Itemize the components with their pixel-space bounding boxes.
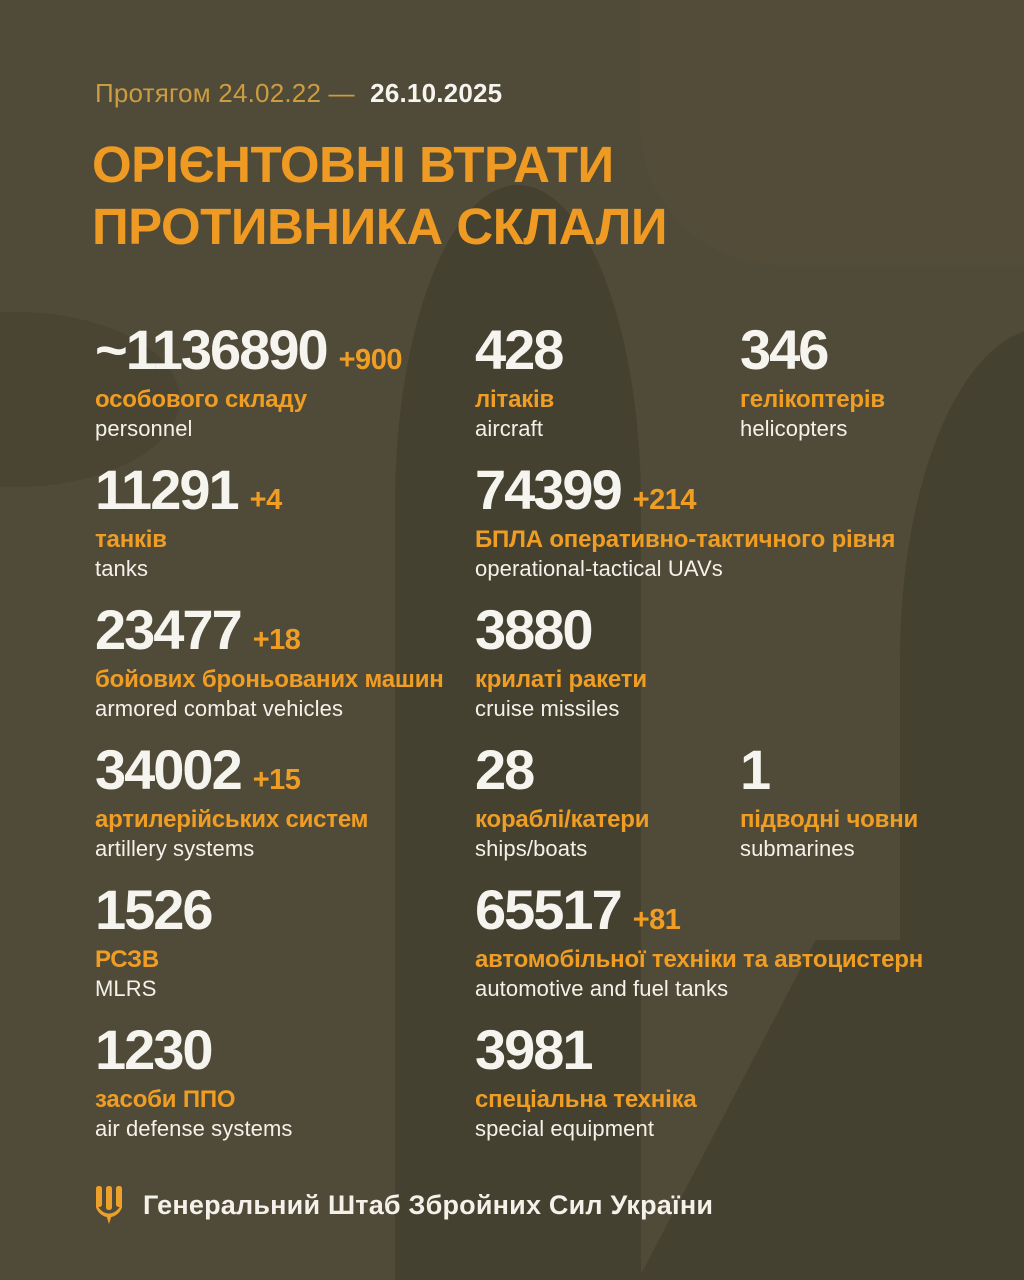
stat-value: 65517 [475,878,623,941]
stat-label-uk: танків [95,526,167,553]
stat-label-uk: підводні човни [740,806,919,833]
stat-label-en: special equipment [475,1116,655,1141]
stat-value: 1 [740,738,771,801]
stat-delta: +214 [632,484,697,516]
stat-tanks: 11291 +4 танків tanks [95,462,282,581]
organization-name: Генеральний Штаб Збройних Сил України [143,1189,714,1220]
stat-value: 3880 [475,598,594,661]
stat-label-uk: автомобільної техніки та автоцистерн [475,946,924,973]
stat-ships: 28 кораблі/катери ships/boats [475,742,649,861]
stat-mlrs: 1526 РСЗВ MLRS [95,878,214,1001]
stat-value: 3981 [475,1018,594,1081]
tryzub-trident-icon [96,1186,122,1224]
stat-label-uk: спеціальна техніка [475,1086,697,1113]
stat-value: 428 [475,318,564,381]
stat-delta: +4 [249,484,283,516]
stat-delta: +15 [252,764,301,796]
period-end-date: 26.10.2025 [370,78,503,108]
stat-label-en: air defense systems [95,1116,293,1141]
stat-label-en: artillery systems [95,836,255,861]
stat-label-uk: кораблі/катери [475,806,650,833]
period-prefix: Протягом 24.02.22 — [95,78,355,108]
title-line-2: ПРОТИВНИКА СКЛАЛИ [92,198,668,255]
stat-delta: +900 [338,344,403,376]
stat-personnel: ~1136890 +900 особового складу personnel [95,322,402,441]
stat-value: 11291 [95,458,240,521]
stat-label-en: automotive and fuel tanks [475,976,729,1001]
stat-label-en: helicopters [740,416,848,441]
stat-value: 1526 [95,878,214,941]
report-period: Протягом 24.02.22 — 26.10.2025 [95,78,502,109]
stat-label-en: MLRS [95,976,157,1001]
stat-value: ~1136890 [95,318,329,381]
stat-label-en: tanks [95,556,149,581]
page-title: ОРІЄНТОВНІ ВТРАТИ ПРОТИВНИКА СКЛАЛИ [92,134,668,258]
stat-label-en: cruise missiles [475,696,620,721]
stat-delta: +18 [252,624,301,656]
stat-label-en: aircraft [475,416,544,441]
stat-value: 346 [740,318,829,381]
stat-value: 28 [475,738,535,801]
stat-armored-vehicles: 23477 +18 бойових броньованих машин armor… [95,602,444,721]
stat-submarines: 1 підводні човни submarines [740,742,918,861]
stat-label-uk: засоби ППО [95,1086,236,1113]
stat-special-equipment: 3981 спеціальна техніка special equipmen… [475,1022,697,1141]
stat-automotive: 65517 +81 автомобільної техніки та автоци… [475,882,923,1001]
stat-label-en: armored combat vehicles [95,696,344,721]
stat-value: 74399 [475,458,623,521]
stat-cruise-missiles: 3880 крилаті ракети cruise missiles [475,602,647,721]
stat-uavs: 74399 +214 БПЛА оперативно-тактичного рів… [475,462,895,581]
stat-air-defense: 1230 засоби ППО air defense systems [95,1022,293,1141]
title-line-1: ОРІЄНТОВНІ ВТРАТИ [92,136,614,193]
stat-label-uk: літаків [475,386,555,413]
stat-helicopters: 346 гелікоптерів helicopters [740,322,885,441]
stat-label-uk: БПЛА оперативно-тактичного рівня [475,526,896,553]
stat-aircraft: 428 літаків aircraft [475,318,564,441]
watermark-trident-prong [395,185,641,1280]
stat-label-en: ships/boats [475,836,588,861]
stat-label-uk: бойових броньованих машин [95,666,444,693]
stat-label-uk: РСЗВ [95,946,159,973]
stat-artillery: 34002 +15 артилерійських систем artillery… [95,742,368,861]
footer: Генеральний Штаб Збройних Сил України [95,1184,713,1226]
stat-label-en: operational-tactical UAVs [475,556,723,581]
stat-label-uk: гелікоптерів [740,386,885,413]
stat-label-uk: крилаті ракети [475,666,647,693]
stat-label-en: submarines [740,836,855,861]
stat-value: 1230 [95,1018,214,1081]
stat-label-uk: артилерійських систем [95,806,369,833]
stat-label-uk: особового складу [95,386,307,413]
stat-value: 34002 [95,738,243,801]
stat-label-en: personnel [95,416,193,441]
stat-delta: +81 [632,904,681,936]
watermark-light-patch [640,0,1024,265]
stat-value: 23477 [95,598,243,661]
